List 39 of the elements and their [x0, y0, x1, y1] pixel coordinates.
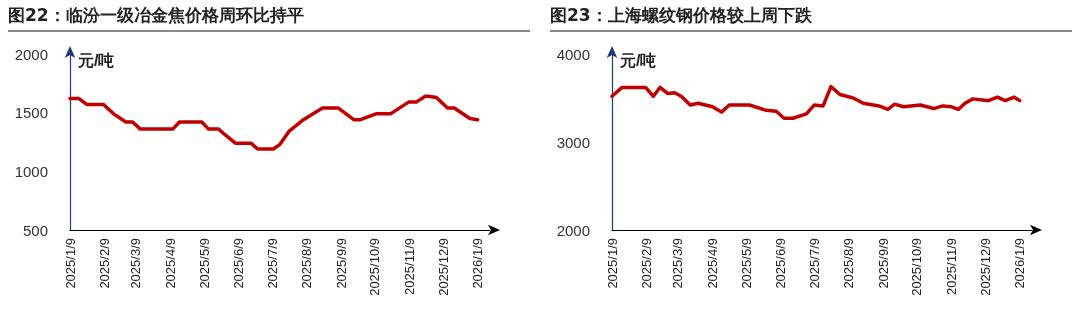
x-tick-label: 2025/6/9 [773, 238, 789, 289]
x-tick-label: 2025/2/9 [639, 238, 655, 289]
y-tick-label: 3000 [556, 133, 590, 151]
x-tick-label: 2025/11/9 [402, 238, 418, 295]
x-tick-label: 2026/1/9 [470, 238, 486, 289]
x-tick-label: 2025/11/9 [944, 238, 960, 295]
x-tick-label: 2025/2/9 [97, 238, 113, 289]
y-tick-label: 500 [22, 221, 48, 239]
y-axis-title: 元/吨 [619, 51, 657, 69]
x-tick-label: 2025/8/9 [841, 238, 857, 289]
y-tick-label: 2000 [14, 45, 48, 63]
x-tick-label: 2025/12/9 [977, 238, 993, 296]
y-tick-label: 1000 [14, 162, 48, 180]
y-tick-label: 1500 [14, 104, 48, 122]
x-tick-label: 2025/1/9 [604, 238, 620, 289]
x-tick-label: 2025/12/9 [435, 238, 451, 296]
x-tick-label: 2025/6/9 [231, 238, 247, 289]
x-tick-label: 2025/3/9 [670, 238, 686, 289]
x-tick-label: 2025/9/9 [875, 238, 891, 289]
x-tick-label: 2025/3/9 [128, 238, 144, 289]
x-tick-label: 2025/5/9 [738, 238, 754, 289]
line-series [610, 84, 1022, 120]
x-tick-label: 2025/4/9 [705, 238, 721, 289]
chart-title: 图22：临汾一级冶金焦价格周环比持平 [8, 0, 530, 32]
chart-title: 图23：上海螺纹钢价格较上周下跌 [550, 0, 1072, 32]
x-tick-label: 2025/1/9 [62, 238, 78, 289]
line-series [68, 94, 480, 151]
x-tick-label: 2025/5/9 [196, 238, 212, 289]
y-tick-label: 2000 [556, 221, 590, 239]
x-tick-label: 2025/8/9 [299, 238, 315, 289]
y-axis-title: 元/吨 [77, 51, 115, 69]
x-tick-label: 2025/7/9 [806, 238, 822, 289]
x-tick-label: 2025/10/9 [367, 238, 383, 296]
y-tick-label: 4000 [556, 45, 590, 63]
x-tick-label: 2025/9/9 [333, 238, 349, 289]
x-tick-label: 2026/1/9 [1012, 238, 1028, 289]
x-tick-label: 2025/7/9 [264, 238, 280, 289]
x-tick-label: 2025/4/9 [163, 238, 179, 289]
x-tick-label: 2025/10/9 [909, 238, 925, 296]
